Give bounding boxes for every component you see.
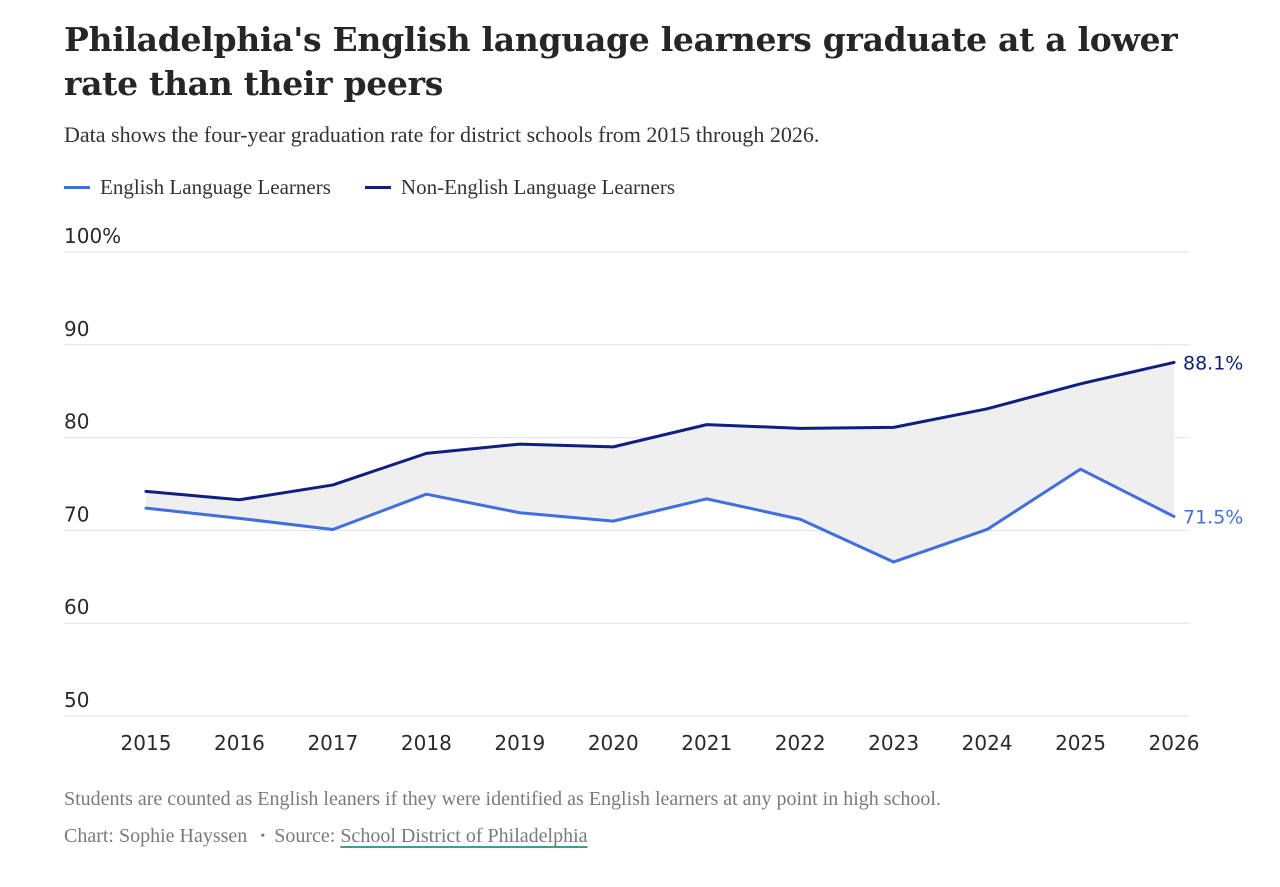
legend-item-non-ell: Non-English Language Learners: [364, 175, 675, 200]
x-tick-label-2015: 2015: [121, 731, 172, 755]
x-tick-label-2017: 2017: [307, 731, 358, 755]
chart-title: Philadelphia's English language learners…: [64, 20, 1178, 103]
gap-area: [146, 362, 1174, 562]
end-label-non-ell: 88.1%: [1183, 352, 1243, 374]
series-lines: [144, 360, 1176, 564]
legend-label-ell: English Language Learners: [100, 175, 331, 199]
footnote: Students are counted as English leaners …: [64, 788, 941, 810]
x-tick-label-2019: 2019: [494, 731, 545, 755]
x-tick-label-2018: 2018: [401, 731, 452, 755]
legend-label-non-ell: Non-English Language Learners: [400, 175, 675, 199]
chart-subtitle: Data shows the four-year graduation rate…: [64, 122, 820, 147]
gap-area-fill: [146, 362, 1174, 562]
x-tick-label-2022: 2022: [775, 731, 826, 755]
legend-item-ell: English Language Learners: [64, 175, 331, 200]
x-tick-label-2025: 2025: [1055, 731, 1106, 755]
series-line-ell: [144, 467, 1176, 564]
y-tick-label-60: 60: [64, 595, 89, 619]
x-tick-label-2026: 2026: [1149, 731, 1200, 755]
y-tick-label-70: 70: [64, 502, 89, 526]
x-tick-label-2016: 2016: [214, 731, 265, 755]
y-axis-labels: 50 60 70 80 90 100%: [64, 224, 121, 712]
chart-credit: Chart: Sophie Hayssen: [64, 825, 248, 847]
credits: Chart: Sophie Hayssen • Source: School D…: [64, 825, 588, 848]
end-labels: 71.5% 88.1%: [1183, 352, 1243, 528]
x-tick-label-2021: 2021: [681, 731, 732, 755]
series-line-non-ell: [144, 360, 1176, 502]
grid-lines: [64, 251, 1190, 717]
end-label-ell: 71.5%: [1183, 506, 1243, 528]
legend-swatch-ell: [64, 186, 90, 189]
x-tick-label-2024: 2024: [962, 731, 1013, 755]
legend: English Language Learners Non-English La…: [64, 175, 709, 200]
y-tick-label-80: 80: [64, 410, 89, 434]
y-tick-label-100: 100%: [64, 224, 121, 248]
y-tick-label-50: 50: [64, 688, 89, 712]
y-tick-label-90: 90: [64, 317, 89, 341]
source-prefix: Source:: [274, 825, 336, 847]
source-link[interactable]: School District of Philadelphia: [340, 825, 588, 847]
x-tick-label-2023: 2023: [868, 731, 919, 755]
legend-swatch-non-ell: [364, 186, 391, 189]
x-tick-label-2020: 2020: [588, 731, 639, 755]
x-axis-labels: 2015 2016 2017 2018 2019 2020 2021 2022 2023 2024…: [121, 731, 1200, 755]
credit-separator: •: [260, 829, 266, 844]
